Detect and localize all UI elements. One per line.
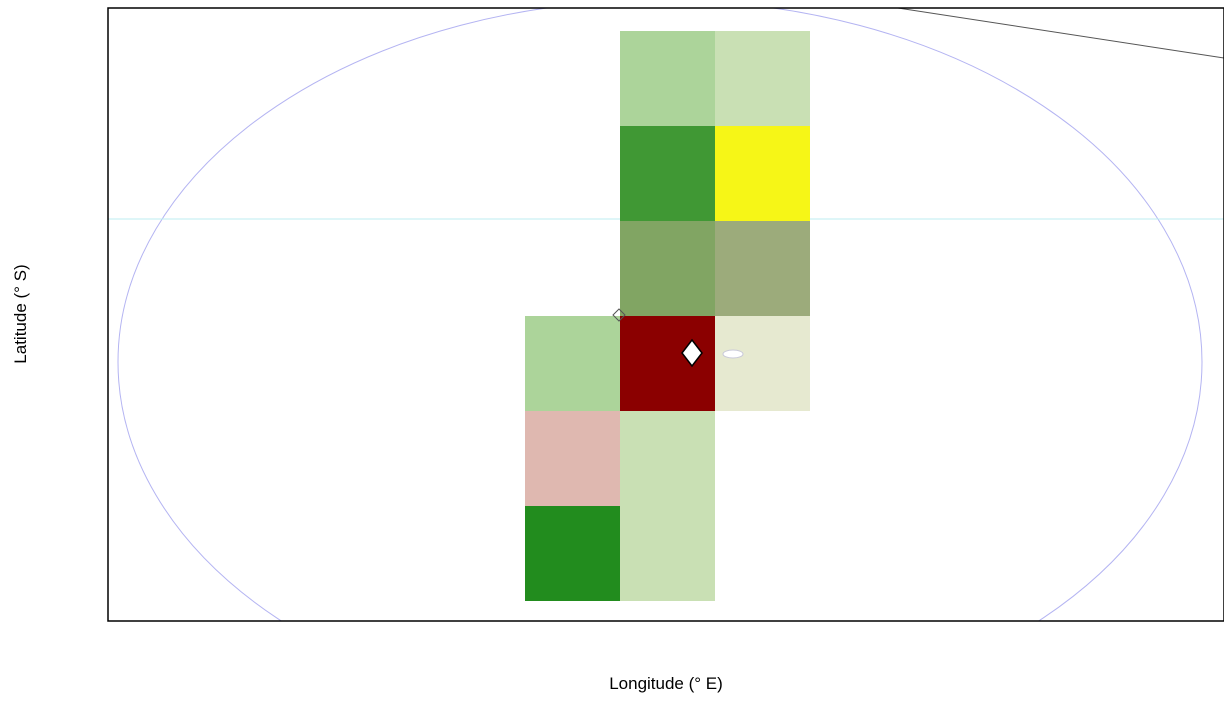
heatmap-cell [620,221,715,316]
heatmap-cell [620,411,715,506]
heatmap-cell [715,316,810,411]
plot-frame [107,7,1224,622]
heatmap-cell [525,411,620,506]
x-axis-label: Longitude (° E) [609,674,723,693]
heatmap-cell [715,221,810,316]
heatmap-cell [715,126,810,221]
heatmap-cell [620,31,715,126]
heatmap-cell [620,126,715,221]
heatmap-cells [525,31,810,601]
small-diamond-marker [612,308,626,322]
heatmap-cell [620,506,715,601]
heatmap-cell [525,316,620,411]
lake-shape [722,349,744,359]
diamond-marker [681,338,703,368]
border-line [897,8,1224,59]
projection-outline [117,8,1203,621]
y-axis-label: Latitude (° S) [11,264,30,363]
heatmap-cell [715,31,810,126]
heatmap-cell [525,506,620,601]
heatmap-cell [620,316,715,411]
